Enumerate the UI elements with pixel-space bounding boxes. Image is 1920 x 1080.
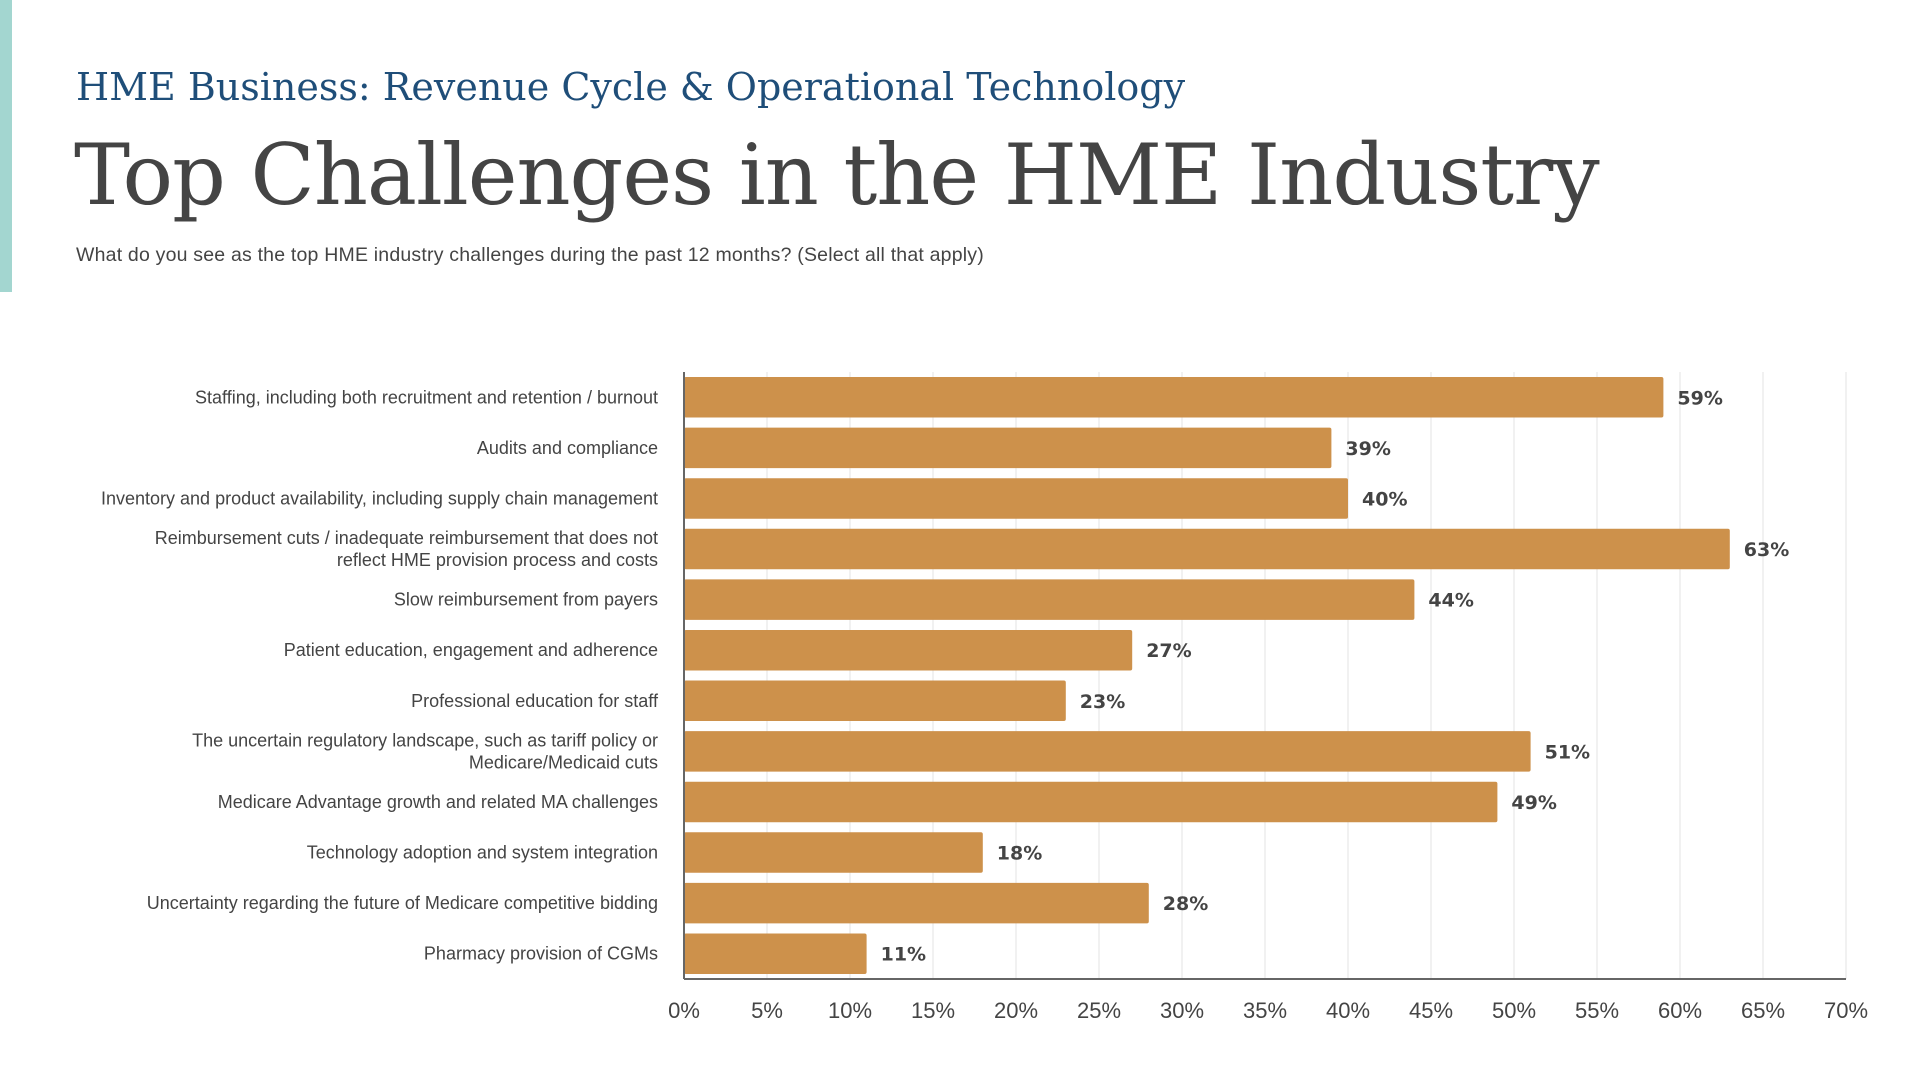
category-label: Staffing, including both recruitment and… bbox=[195, 387, 658, 407]
value-label: 59% bbox=[1677, 387, 1722, 409]
value-label: 40% bbox=[1362, 488, 1407, 510]
category-label: The uncertain regulatory landscape, such… bbox=[192, 730, 658, 772]
x-tick-label: 0% bbox=[668, 998, 700, 1023]
category-label-line: Pharmacy provision of CGMs bbox=[424, 944, 658, 964]
value-label: 11% bbox=[881, 944, 926, 966]
value-label: 39% bbox=[1345, 438, 1390, 460]
category-label-line: Medicare/Medicaid cuts bbox=[469, 752, 658, 772]
x-tick-label: 45% bbox=[1409, 998, 1453, 1023]
category-label-line: Professional education for staff bbox=[411, 691, 659, 711]
value-label: 27% bbox=[1146, 640, 1191, 662]
category-label-line: Patient education, engagement and adhere… bbox=[284, 640, 658, 660]
accent-bar bbox=[0, 0, 12, 292]
page-title: Top Challenges in the HME Industry bbox=[74, 126, 1600, 224]
x-tick-label: 20% bbox=[994, 998, 1038, 1023]
category-label-line: reflect HME provision process and costs bbox=[337, 550, 658, 570]
x-tick-label: 65% bbox=[1741, 998, 1785, 1023]
x-tick-label: 50% bbox=[1492, 998, 1536, 1023]
bar bbox=[684, 680, 1066, 722]
category-label-line: Slow reimbursement from payers bbox=[394, 590, 658, 610]
category-label: Professional education for staff bbox=[411, 691, 659, 711]
category-label: Medicare Advantage growth and related MA… bbox=[218, 792, 658, 812]
value-label: 44% bbox=[1428, 590, 1473, 612]
category-label-line: Audits and compliance bbox=[477, 438, 658, 458]
bar bbox=[684, 933, 867, 974]
bar bbox=[684, 478, 1348, 519]
bar bbox=[684, 579, 1415, 620]
bar bbox=[684, 832, 983, 873]
gridlines bbox=[766, 372, 1847, 979]
value-label: 18% bbox=[997, 843, 1042, 865]
x-tick-label: 10% bbox=[828, 998, 872, 1023]
value-label: 63% bbox=[1744, 539, 1789, 561]
category-label: Reimbursement cuts / inadequate reimburs… bbox=[155, 528, 658, 570]
axes bbox=[683, 372, 1846, 980]
survey-question: What do you see as the top HME industry … bbox=[76, 244, 984, 266]
x-tick-labels: 0% 5% 10% 15% 20% 25% 30% 35% 40% 45% 50% 55% 60% 65%… bbox=[668, 998, 1868, 1023]
category-label: Slow reimbursement from payers bbox=[394, 590, 658, 610]
x-tick-label: 15% bbox=[911, 998, 955, 1023]
x-tick-label: 30% bbox=[1160, 998, 1204, 1023]
x-tick-label: 5% bbox=[751, 998, 783, 1023]
bar bbox=[684, 528, 1730, 570]
category-label: Technology adoption and system integrati… bbox=[307, 843, 658, 863]
category-label-line: Medicare Advantage growth and related MA… bbox=[218, 792, 658, 812]
x-tick-label: 60% bbox=[1658, 998, 1702, 1023]
category-label-line: The uncertain regulatory landscape, such… bbox=[192, 730, 658, 750]
category-labels: Staffing, including both recruitment and… bbox=[101, 387, 659, 963]
x-tick-label: 35% bbox=[1243, 998, 1287, 1023]
category-label-line: Technology adoption and system integrati… bbox=[307, 843, 658, 863]
x-tick-label: 70% bbox=[1824, 998, 1868, 1023]
bars bbox=[684, 377, 1730, 974]
bar bbox=[684, 377, 1664, 418]
category-label: Inventory and product availability, incl… bbox=[101, 488, 658, 508]
category-label: Uncertainty regarding the future of Medi… bbox=[147, 893, 658, 913]
x-tick-label: 40% bbox=[1326, 998, 1370, 1023]
value-label: 49% bbox=[1511, 792, 1556, 814]
value-label: 23% bbox=[1080, 691, 1125, 713]
bar bbox=[684, 882, 1149, 924]
value-label: 51% bbox=[1545, 741, 1590, 763]
x-tick-label: 55% bbox=[1575, 998, 1619, 1023]
x-tick-label: 25% bbox=[1077, 998, 1121, 1023]
bar bbox=[684, 731, 1531, 772]
category-label: Audits and compliance bbox=[477, 438, 658, 458]
bar bbox=[684, 781, 1498, 823]
category-label-line: Staffing, including both recruitment and… bbox=[195, 387, 658, 407]
value-label: 28% bbox=[1163, 893, 1208, 915]
category-label-line: Uncertainty regarding the future of Medi… bbox=[147, 893, 658, 913]
category-label-line: Reimbursement cuts / inadequate reimburs… bbox=[155, 528, 658, 548]
bar bbox=[684, 629, 1133, 671]
category-label: Pharmacy provision of CGMs bbox=[424, 944, 658, 964]
bar bbox=[684, 427, 1332, 469]
section-kicker: HME Business: Revenue Cycle & Operationa… bbox=[76, 65, 1186, 109]
category-label-line: Inventory and product availability, incl… bbox=[101, 488, 658, 508]
value-labels: 59% 39% 40% 63% 44% 27% 23% 51% 49% 18% 28% 11% bbox=[881, 387, 1790, 965]
category-label: Patient education, engagement and adhere… bbox=[284, 640, 658, 660]
